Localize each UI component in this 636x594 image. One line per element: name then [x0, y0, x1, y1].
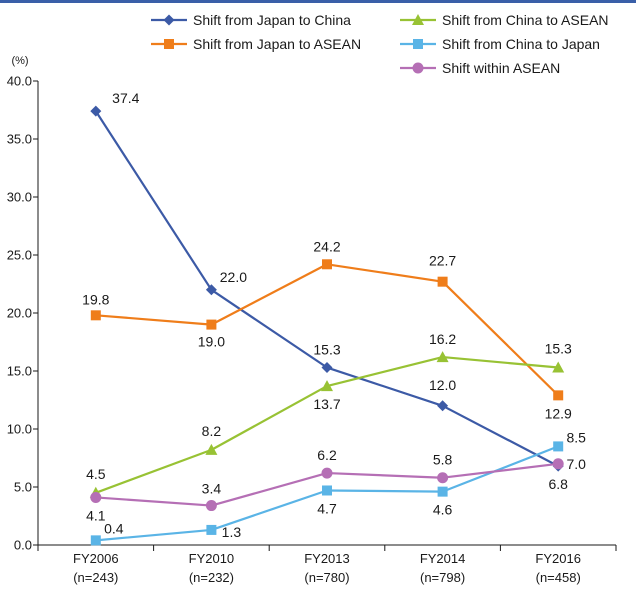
legend-marker-shift-from-japan-to-china	[163, 14, 175, 26]
x-tick-sublabel: (n=243)	[73, 570, 118, 585]
data-label-shift-within-asean: 6.2	[317, 447, 337, 463]
legend-label-shift-within-asean: Shift within ASEAN	[442, 60, 560, 76]
y-tick-label: 5.0	[14, 480, 32, 495]
data-label-shift-from-japan-to-asean: 19.0	[198, 334, 225, 350]
data-point-shift-from-china-to-japan	[206, 524, 217, 535]
data-label-shift-from-japan-to-china: 15.3	[313, 342, 340, 358]
data-point-shift-from-japan-to-china	[321, 362, 333, 374]
data-point-shift-within-asean	[552, 458, 564, 470]
data-label-shift-from-japan-to-asean: 19.8	[82, 291, 109, 307]
data-labels: 37.4 22.0 15.3 12.0 6.8 19.8 19.0 24.2 22.7 12.9 4…	[82, 90, 586, 540]
x-axis: FY2006 (n=243) FY2010 (n=232) FY2013 (n=780) F…	[37, 544, 617, 585]
data-point-shift-from-japan-to-china	[90, 105, 102, 117]
data-point-shift-from-china-to-asean	[321, 380, 333, 392]
x-tick-label: FY2016	[535, 551, 581, 566]
data-label-shift-from-china-to-asean: 16.2	[429, 331, 456, 347]
series-markers	[89, 105, 565, 546]
data-label-shift-from-china-to-asean: 8.2	[202, 423, 222, 439]
data-label-shift-within-asean: 4.1	[86, 507, 106, 523]
data-point-shift-from-japan-to-asean	[90, 310, 101, 321]
data-point-shift-from-china-to-japan	[90, 535, 101, 546]
y-unit-label: (%)	[11, 55, 28, 67]
data-point-shift-from-japan-to-china	[205, 284, 217, 296]
data-point-shift-from-china-to-asean	[552, 361, 565, 373]
data-point-shift-within-asean	[321, 467, 333, 479]
data-label-shift-from-china-to-japan: 1.3	[222, 524, 242, 540]
legend-label-shift-from-china-to-japan: Shift from China to Japan	[442, 36, 600, 52]
data-label-shift-within-asean: 3.4	[202, 481, 222, 497]
legend-marker-shift-from-china-to-japan	[413, 39, 423, 49]
series-line-shift-from-japan-to-asean	[95, 263, 559, 397]
legend-label-shift-from-japan-to-china: Shift from Japan to China	[193, 12, 351, 28]
data-label-shift-from-china-to-asean: 13.7	[313, 396, 340, 412]
data-label-shift-within-asean: 7.0	[566, 456, 586, 472]
y-tick-label: 30.0	[7, 190, 32, 205]
x-tick-label: FY2006	[73, 551, 119, 566]
x-tick-sublabel: (n=780)	[304, 570, 349, 585]
legend-marker-shift-within-asean	[412, 62, 424, 74]
y-tick-label: 20.0	[7, 306, 32, 321]
y-tick-label: 40.0	[7, 74, 32, 89]
data-point-shift-from-china-to-asean	[205, 443, 218, 455]
x-tick-label: FY2013	[304, 551, 350, 566]
y-tick-label: 0.0	[14, 538, 32, 553]
data-point-shift-within-asean	[90, 491, 102, 503]
data-point-shift-from-japan-to-china	[437, 400, 449, 412]
legend-label-shift-from-japan-to-asean: Shift from Japan to ASEAN	[193, 36, 361, 52]
data-point-shift-from-china-to-japan	[322, 485, 332, 496]
legend: Shift from Japan to China Shift from Japa…	[151, 12, 609, 76]
data-point-shift-from-japan-to-asean	[206, 319, 217, 330]
x-tick-label: FY2010	[189, 551, 235, 566]
series-line-shift-from-japan-to-china	[94, 110, 559, 468]
legend-marker-shift-from-japan-to-asean	[164, 39, 174, 49]
y-tick-label: 35.0	[7, 132, 32, 147]
header-rule	[0, 0, 636, 3]
legend-label-shift-from-china-to-asean: Shift from China to ASEAN	[442, 12, 609, 28]
data-point-shift-from-china-to-japan	[553, 441, 564, 452]
data-point-shift-from-china-to-japan	[437, 486, 448, 497]
data-label-shift-from-japan-to-china: 22.0	[220, 269, 247, 285]
x-tick-sublabel: (n=232)	[189, 570, 234, 585]
data-label-shift-from-japan-to-asean: 22.7	[429, 253, 456, 269]
data-label-shift-from-japan-to-china: 12.0	[429, 377, 456, 393]
y-tick-label: 25.0	[7, 248, 32, 263]
y-axis: (%) 0.0 5.0 10.0 15.0 20.0 25.0 30.0 35.0 40.0	[7, 55, 39, 553]
legend-marker-shift-from-china-to-asean	[412, 14, 424, 25]
data-point-shift-from-japan-to-asean	[437, 276, 448, 287]
data-label-shift-from-china-to-japan: 8.5	[566, 429, 586, 445]
data-point-shift-from-japan-to-asean	[553, 390, 564, 401]
data-point-shift-from-china-to-asean	[436, 351, 449, 363]
y-tick-label: 10.0	[7, 422, 32, 437]
data-label-shift-from-china-to-japan: 4.7	[317, 500, 337, 516]
x-tick-sublabel: (n=798)	[420, 570, 465, 585]
data-label-shift-from-china-to-japan: 4.6	[433, 502, 453, 518]
x-tick-sublabel: (n=458)	[536, 570, 581, 585]
y-tick-label: 15.0	[7, 364, 32, 379]
data-point-shift-within-asean	[205, 500, 217, 512]
data-point-shift-from-japan-to-asean	[322, 259, 332, 270]
data-label-shift-from-china-to-asean: 15.3	[545, 341, 572, 357]
data-label-shift-from-japan-to-asean: 24.2	[313, 238, 340, 254]
data-label-shift-within-asean: 5.8	[433, 452, 453, 468]
data-label-shift-from-china-to-japan: 0.4	[104, 520, 124, 536]
data-point-shift-within-asean	[437, 472, 449, 484]
data-label-shift-from-china-to-asean: 4.5	[86, 466, 106, 482]
data-label-shift-from-japan-to-china: 37.4	[112, 90, 139, 106]
data-label-shift-from-japan-to-china: 6.8	[548, 476, 568, 492]
x-tick-label: FY2014	[420, 551, 466, 566]
data-label-shift-from-japan-to-asean: 12.9	[545, 405, 572, 421]
